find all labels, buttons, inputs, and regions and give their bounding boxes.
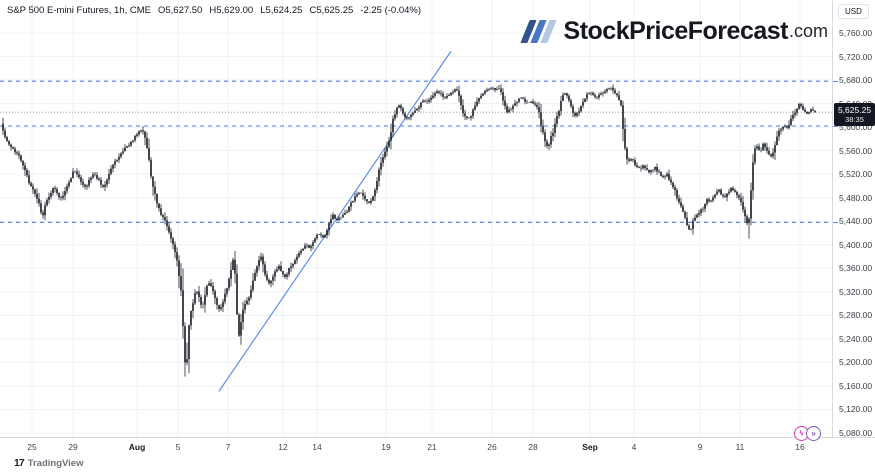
price-tick-label: 5,120.00 [839, 404, 873, 415]
time-tick-label: Aug [128, 442, 146, 452]
time-tick-label: 9 [697, 442, 703, 452]
symbol-legend[interactable]: S&P 500 E-mini Futures, 1h, CME O5,627.50… [7, 5, 435, 16]
currency-button[interactable]: USD [838, 4, 869, 19]
time-tick-label: 19 [381, 442, 391, 452]
price-tick-label: 5,200.00 [839, 357, 873, 368]
time-axis[interactable]: 25 29 Aug 5 7 12 14 19 21 26 28 Sep 4 9 11 16 [0, 437, 875, 458]
time-tick-label: 12 [278, 442, 288, 452]
level-axis-tick [833, 81, 838, 83]
ohlc-values: O5,627.50 H5,629.00 L5,624.25 C5,625.25 -2.2… [158, 5, 428, 16]
tradingview-attribution[interactable]: 17 TradingView [14, 457, 83, 469]
price-tick-label: 5,080.00 [839, 428, 873, 438]
price-tick-label: 5,720.00 [839, 51, 873, 62]
price-tick-label: 5,480.00 [839, 192, 873, 203]
price-tick-label: 5,160.00 [839, 380, 873, 391]
price-tick-label: 5,240.00 [839, 333, 873, 344]
time-tick-label: 5 [175, 442, 181, 452]
price-tick-label: 5,520.00 [839, 169, 873, 180]
tradingview-logo-icon: 17 [14, 457, 25, 469]
ohlc-token: L5,624.25 [260, 5, 303, 16]
last-price-badge: 5,625.25 38:35 [834, 103, 875, 127]
price-tick-label: 5,440.00 [839, 216, 873, 227]
site-logo: StockPriceForecast .com [519, 17, 828, 46]
bar-countdown: 38:35 [845, 115, 864, 125]
time-tick-label: 21 [427, 442, 437, 452]
time-tick-label: 29 [68, 442, 78, 452]
symbol-title: S&P 500 E-mini Futures, 1h, CME [7, 5, 151, 16]
time-tick-label: 28 [528, 442, 538, 452]
price-tick-label: 5,360.00 [839, 263, 873, 274]
price-tick-label: 5,280.00 [839, 310, 873, 321]
price-tick-label: 5,680.00 [839, 75, 873, 86]
price-tick-label: 5,760.00 [839, 28, 873, 38]
price-tick-label: 5,400.00 [839, 239, 873, 250]
ohlc-token: C5,625.25 [309, 5, 354, 16]
time-tick-label: Sep [582, 442, 598, 452]
level-axis-tick [833, 222, 838, 224]
time-tick-label: 11 [735, 442, 745, 452]
time-tick-label: 26 [487, 442, 497, 452]
event-badge-icon[interactable]: ϟ [794, 426, 809, 441]
time-tick-label: 7 [225, 442, 231, 452]
price-tick-label: 5,560.00 [839, 145, 873, 156]
level-axis-tick [833, 125, 838, 127]
time-tick-label: 16 [795, 442, 805, 452]
last-price-value: 5,625.25 [837, 105, 872, 116]
time-tick-label: 14 [312, 442, 322, 452]
time-tick-label: 4 [631, 442, 637, 452]
price-axis[interactable]: USD 5,760.005,720.005,680.005,640.005,60… [832, 0, 875, 438]
ohlc-token: O5,627.50 [157, 5, 203, 16]
event-badge-icon[interactable]: » [806, 426, 821, 441]
logo-text: StockPriceForecast [563, 17, 789, 45]
ohlc-token: H5,629.00 [209, 5, 254, 16]
ohlc-token: -2.25 (-0.04%) [360, 5, 422, 16]
time-tick-label: 25 [27, 442, 37, 452]
event-badges: ϟ» [794, 426, 821, 441]
price-tick-label: 5,600.00 [839, 122, 873, 133]
logo-slashes-icon [519, 20, 557, 43]
price-tick-label: 5,320.00 [839, 286, 873, 297]
tradingview-label: TradingView [27, 457, 84, 469]
logo-suffix: .com [788, 21, 828, 41]
